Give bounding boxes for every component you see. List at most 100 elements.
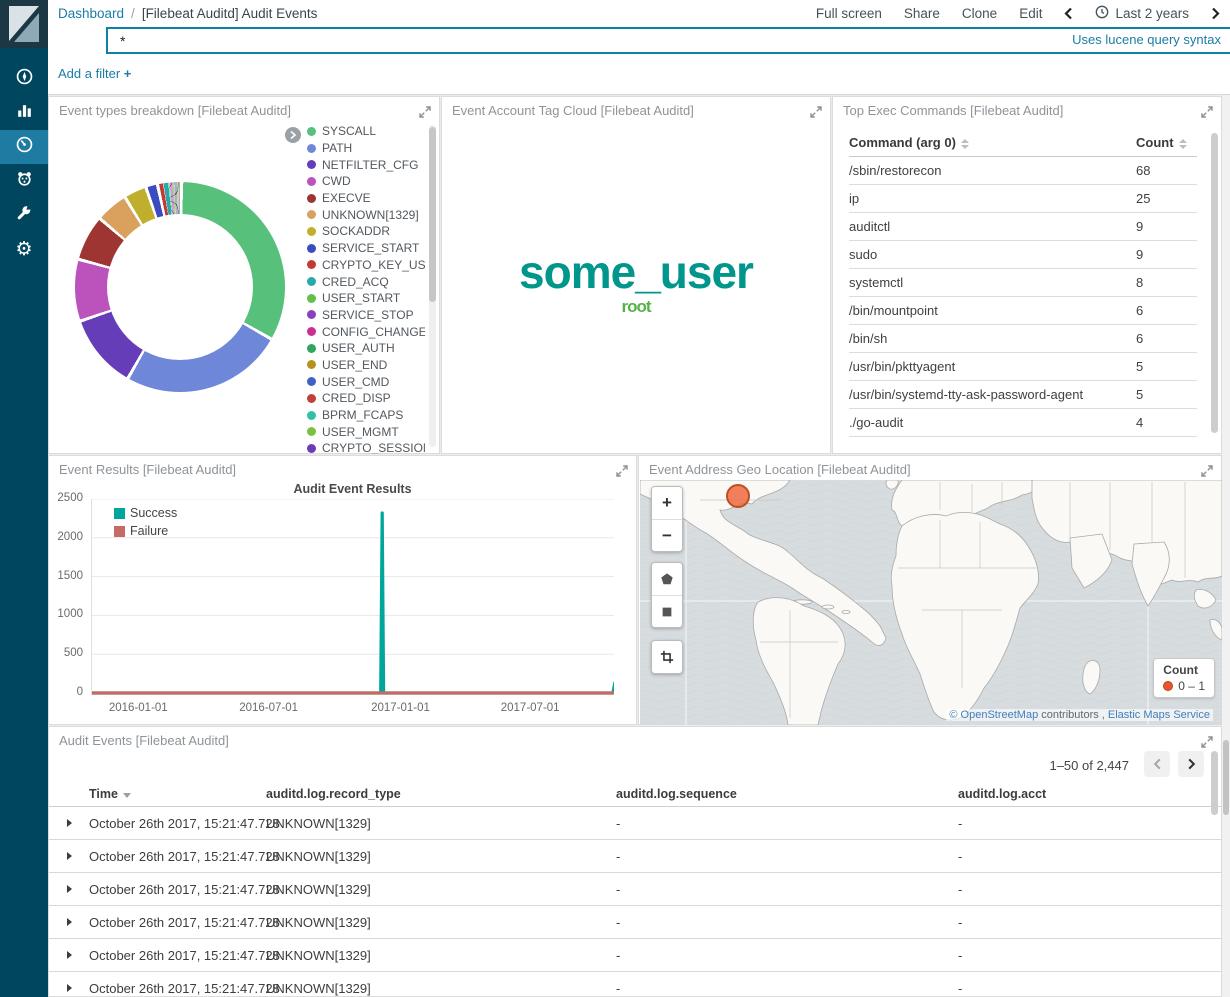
draw-rectangle-button[interactable]: [652, 595, 682, 627]
sidebar-item-management[interactable]: ⚙: [0, 232, 48, 266]
legend-item[interactable]: CRYPTO_KEY_USER: [307, 257, 425, 274]
crop-icon[interactable]: [652, 641, 682, 673]
expand-panel-icon[interactable]: [1201, 105, 1213, 118]
legend-item[interactable]: CRED_DISP: [307, 390, 425, 407]
legend-item[interactable]: NETFILTER_CFG: [307, 156, 425, 173]
continents: [640, 480, 1222, 725]
legend-item[interactable]: SERVICE_STOP: [307, 307, 425, 324]
table-row[interactable]: ./go-audit 4: [849, 409, 1197, 437]
time-prev-button[interactable]: [1064, 7, 1073, 20]
expand-panel-icon[interactable]: [616, 464, 628, 477]
legend-item[interactable]: CRED_ACQ: [307, 273, 425, 290]
next-page-button[interactable]: [1178, 751, 1204, 777]
sidebar-item-visualize[interactable]: [0, 96, 48, 130]
full-screen-button[interactable]: Full screen: [815, 6, 882, 21]
elastic-maps-service-link[interactable]: Elastic Maps Service: [1107, 709, 1210, 721]
legend-item[interactable]: CONFIG_CHANGE: [307, 323, 425, 340]
clone-button[interactable]: Clone: [961, 6, 998, 21]
panel-geo-map: Event Address Geo Location [Filebeat Aud…: [638, 455, 1222, 725]
column-header-command[interactable]: Command (arg 0): [849, 135, 1136, 150]
expand-row-caret[interactable]: [67, 951, 72, 959]
legend-item[interactable]: USER_MGMT: [307, 423, 425, 440]
legend-swatch: [114, 507, 125, 519]
legend-dot: [307, 410, 316, 420]
kibana-logo[interactable]: [0, 0, 48, 48]
sidebar-item-dashboard[interactable]: [0, 130, 48, 164]
column-header-time[interactable]: Time: [89, 787, 131, 801]
draw-polygon-button[interactable]: [652, 563, 682, 595]
time-next-button[interactable]: [1211, 7, 1220, 20]
sequence-cell: -: [616, 816, 621, 831]
map-legend: Count 0 – 1: [1153, 658, 1215, 698]
tag-root[interactable]: root: [621, 296, 651, 316]
expand-row-caret[interactable]: [67, 819, 72, 827]
legend-dot: [307, 327, 316, 337]
sidebar-item-discover[interactable]: [0, 62, 48, 96]
time-cell: October 26th 2017, 15:21:47.728: [89, 882, 280, 897]
legend-scrollbar[interactable]: [429, 125, 436, 447]
table-row[interactable]: /bin/sh 6: [849, 325, 1197, 353]
share-button[interactable]: Share: [903, 6, 940, 21]
expand-panel-icon[interactable]: [419, 105, 431, 118]
table-row[interactable]: ip 25: [849, 185, 1197, 213]
world-map[interactable]: [640, 480, 1222, 725]
table-scrollbar[interactable]: [1211, 133, 1218, 433]
table-row[interactable]: /usr/bin/pkttyagent 5: [849, 353, 1197, 381]
table-row[interactable]: systemctl 8: [849, 269, 1197, 297]
time-cell: October 26th 2017, 15:21:47.728: [89, 948, 280, 963]
legend-item[interactable]: SERVICE_START: [307, 240, 425, 257]
count-cell: 68: [1136, 163, 1151, 178]
legend-item[interactable]: USER_AUTH: [307, 340, 425, 357]
legend-item[interactable]: BPRM_FCAPS: [307, 407, 425, 424]
legend-item[interactable]: CWD: [307, 173, 425, 190]
legend-item[interactable]: SYSCALL: [307, 123, 425, 140]
expand-panel-icon[interactable]: [810, 105, 822, 118]
legend-item[interactable]: CRYPTO_SESSION: [307, 440, 425, 454]
column-header-acct[interactable]: auditd.log.acct: [958, 787, 1047, 801]
lucene-syntax-link[interactable]: Uses lucene query syntax: [1072, 32, 1221, 47]
legend-collapse-button[interactable]: [285, 127, 301, 143]
legend-item-success[interactable]: Success: [114, 506, 177, 520]
table-row[interactable]: auditctl 9: [849, 213, 1197, 241]
legend-item[interactable]: SOCKADDR: [307, 223, 425, 240]
expand-row-caret[interactable]: [67, 918, 72, 926]
column-header-count[interactable]: Count: [1136, 135, 1197, 150]
column-header-sequence[interactable]: auditd.log.sequence: [616, 787, 737, 801]
table-row[interactable]: sudo 9: [849, 241, 1197, 269]
event-results-legend: Success Failure: [114, 506, 177, 542]
sidebar-item-dev-tools[interactable]: [0, 198, 48, 232]
column-header-record-type[interactable]: auditd.log.record_type: [266, 787, 401, 801]
legend-item[interactable]: USER_CMD: [307, 373, 425, 390]
legend-scroll-thumb[interactable]: [429, 127, 436, 302]
legend-item[interactable]: USER_END: [307, 357, 425, 374]
table-row[interactable]: /sbin/restorecon 68: [849, 157, 1197, 185]
table-row[interactable]: /bin/mountpoint 6: [849, 297, 1197, 325]
legend-item[interactable]: PATH: [307, 140, 425, 157]
legend-item[interactable]: USER_START: [307, 290, 425, 307]
expand-row-caret[interactable]: [67, 852, 72, 860]
breadcrumb-dashboard-link[interactable]: Dashboard: [58, 6, 125, 21]
sidebar-item-timelion[interactable]: [0, 164, 48, 198]
expand-panel-icon[interactable]: [1201, 735, 1213, 748]
table-scrollbar[interactable]: [1211, 751, 1218, 815]
expand-row-caret[interactable]: [67, 885, 72, 893]
geo-marker[interactable]: [726, 484, 750, 508]
legend-item[interactable]: UNKNOWN[1329]: [307, 206, 425, 223]
expand-panel-icon[interactable]: [1201, 464, 1213, 477]
prev-page-button[interactable]: [1144, 751, 1170, 777]
panel-title: Event types breakdown [Filebeat Auditd]: [59, 103, 291, 118]
zoom-in-button[interactable]: +: [652, 487, 682, 519]
legend-item[interactable]: EXECVE: [307, 190, 425, 207]
legend-item-failure[interactable]: Failure: [114, 524, 177, 538]
search-input[interactable]: [106, 27, 1230, 54]
table-row[interactable]: /usr/bin/systemd-tty-ask-password-agent …: [849, 381, 1197, 409]
tag-some_user[interactable]: some_user: [519, 246, 754, 298]
openstreetmap-link[interactable]: © OpenStreetMap: [949, 709, 1039, 721]
edit-button[interactable]: Edit: [1019, 6, 1043, 21]
time-picker[interactable]: Last 2 years: [1095, 5, 1189, 22]
page-scroll-thumb[interactable]: [1223, 740, 1229, 815]
page-scrollbar[interactable]: [1222, 95, 1230, 997]
zoom-out-button[interactable]: −: [652, 519, 682, 551]
add-filter-link[interactable]: Add a filter +: [58, 66, 132, 81]
expand-row-caret[interactable]: [67, 984, 72, 992]
